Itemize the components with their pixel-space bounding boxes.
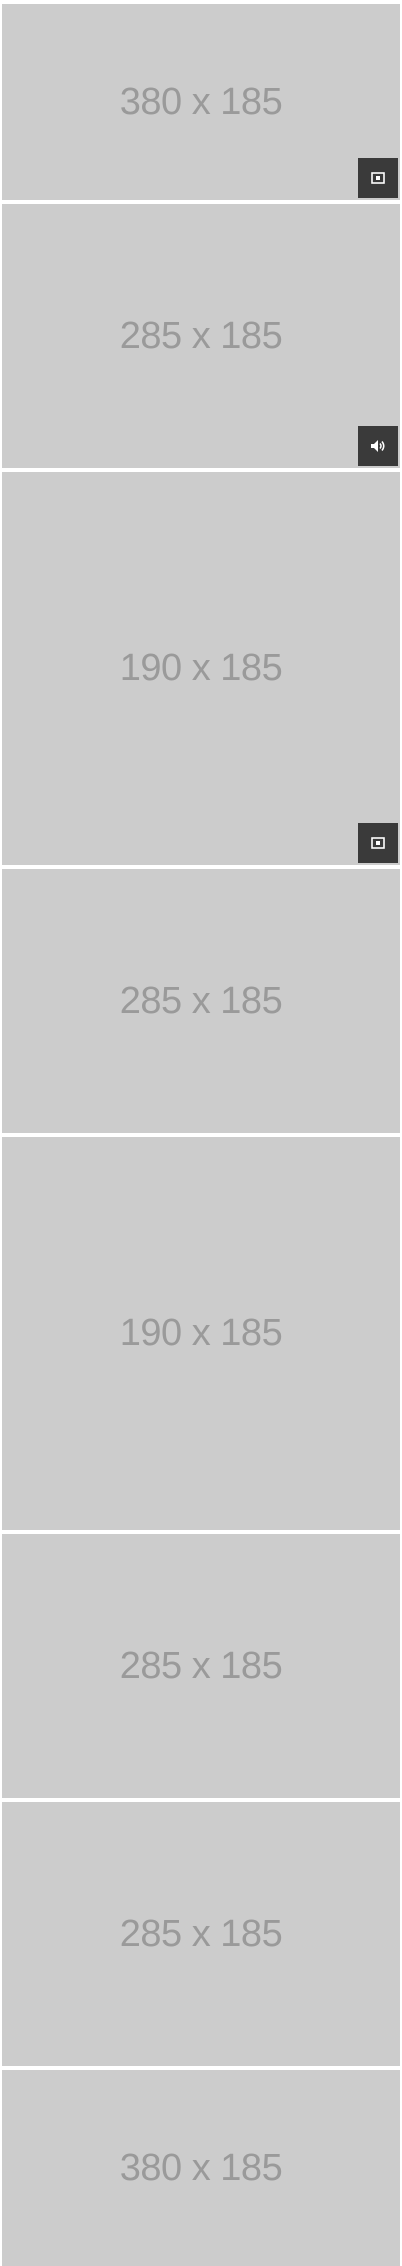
media-tile[interactable]: 190 x 185 — [2, 472, 400, 865]
volume-icon — [371, 440, 385, 452]
placeholder-label: 285 x 185 — [119, 1644, 283, 1687]
media-tile[interactable]: 285 x 185 — [2, 869, 400, 1133]
image-icon — [371, 837, 385, 849]
media-tile[interactable]: 285 x 185 — [2, 1534, 400, 1798]
media-tile[interactable]: 285 x 185 — [2, 204, 400, 468]
media-tile[interactable]: 285 x 185 — [2, 1802, 400, 2066]
audio-badge-button[interactable] — [358, 426, 398, 466]
image-icon — [371, 172, 385, 184]
media-tile[interactable]: 380 x 185 — [2, 4, 400, 200]
placeholder-label: 285 x 185 — [119, 1912, 283, 1955]
placeholder-label: 190 x 185 — [119, 1312, 283, 1354]
image-badge-button[interactable] — [358, 823, 398, 863]
placeholder-label: 380 x 185 — [119, 2146, 283, 2189]
placeholder-label: 190 x 185 — [119, 647, 283, 689]
image-badge-button[interactable] — [358, 158, 398, 198]
placeholder-label: 285 x 185 — [119, 979, 283, 1022]
media-tile[interactable]: 190 x 185 — [2, 1137, 400, 1530]
placeholder-label: 285 x 185 — [119, 314, 283, 357]
placeholder-label: 380 x 185 — [119, 80, 283, 123]
media-tile[interactable]: 380 x 185 — [2, 2070, 400, 2266]
